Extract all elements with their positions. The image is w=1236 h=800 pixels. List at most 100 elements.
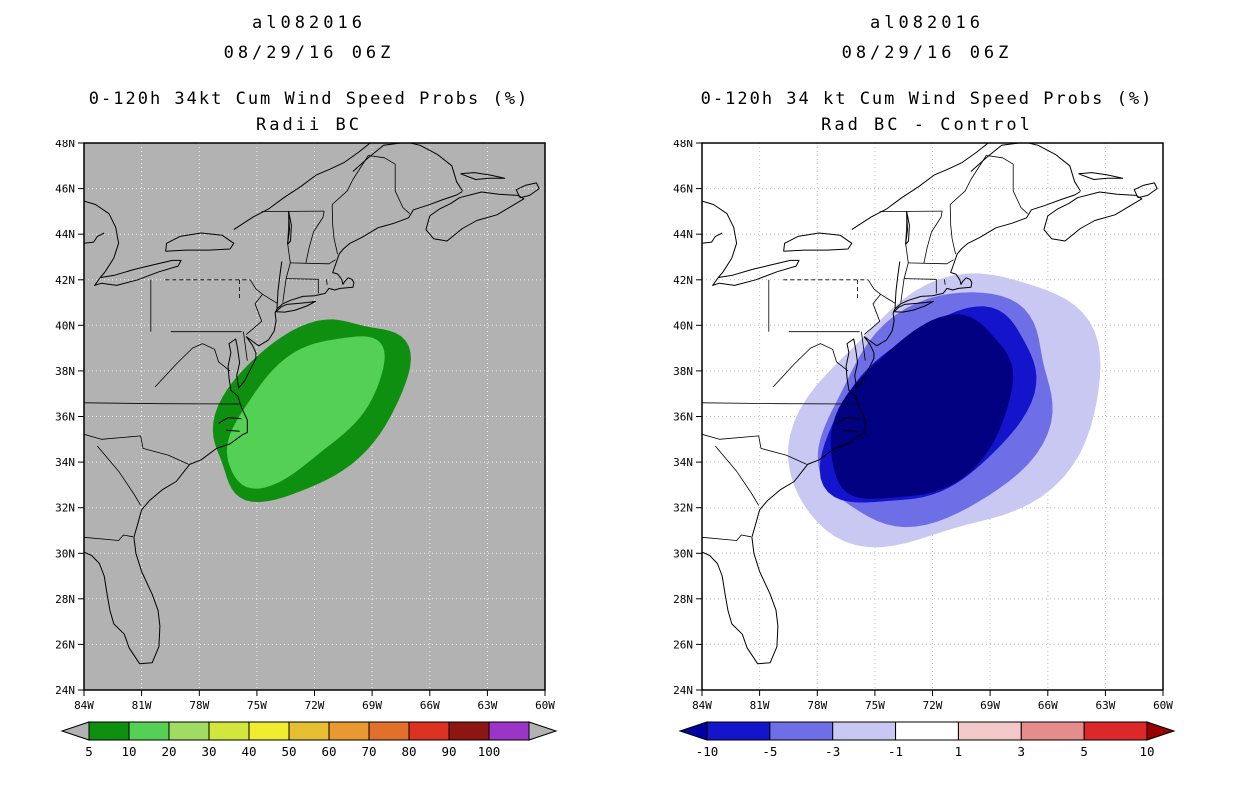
colorbar-label: 10	[1139, 744, 1154, 759]
colorbar-label: 50	[281, 744, 296, 759]
valid-time: 08/29/16 06Z	[841, 43, 1013, 63]
colorbar-cell	[128, 721, 170, 741]
colorbar-label: -10	[696, 744, 719, 759]
colorbar-label: 80	[401, 744, 416, 759]
lon-tick-label: 60W	[535, 699, 555, 712]
panel-left-header: al082016 08/29/16 06Z 0-120h 34kt Cum Wi…	[0, 0, 618, 140]
colorbar-label: -1	[888, 744, 903, 759]
colorbar-label: -5	[762, 744, 777, 759]
lat-tick-label: 26N	[673, 638, 693, 651]
lon-tick-label: 78W	[807, 699, 827, 712]
lat-tick-label: 44N	[55, 228, 75, 241]
colorbar-cell	[208, 721, 250, 741]
colorbar-label: 5	[1080, 744, 1088, 759]
panel-right-header: al082016 08/29/16 06Z 0-120h 34 kt Cum W…	[618, 0, 1236, 140]
lat-tick-label: 48N	[55, 140, 75, 150]
lat-tick-label: 32N	[673, 502, 693, 515]
lat-tick-label: 42N	[673, 274, 693, 287]
lat-tick-label: 38N	[673, 365, 693, 378]
colorbar-cell	[706, 721, 771, 741]
colorbar-cell	[1020, 721, 1085, 741]
axes: 48N 46N 44N 42N 40N 38N 36N 34N 32N 30N 28N 26N 24N 8…	[55, 140, 555, 712]
lat-tick-label: 42N	[55, 274, 75, 287]
lon-tick-label: 63W	[1095, 699, 1115, 712]
lat-tick-label: 30N	[55, 547, 75, 560]
panel-right: al082016 08/29/16 06Z 0-120h 34 kt Cum W…	[618, 0, 1236, 800]
lat-tick-label: 46N	[673, 183, 693, 196]
lat-tick-label: 24N	[673, 684, 693, 697]
chart-subtitle: Rad BC - Control	[821, 115, 1033, 135]
panel-left: al082016 08/29/16 06Z 0-120h 34kt Cum Wi…	[0, 0, 618, 759]
lon-tick-label: 60W	[1153, 699, 1173, 712]
colorbar-label: 3	[1018, 744, 1026, 759]
chart-subtitle: Radii BC	[256, 115, 362, 135]
colorbar-cell	[368, 721, 410, 741]
map: 48N 46N 44N 42N 40N 38N 36N 34N 32N 30N 28N 26N 24N 8…	[673, 140, 1173, 712]
lat-tick-label: 34N	[673, 456, 693, 469]
colorbar-cell	[769, 721, 834, 741]
colorbar-label: 40	[241, 744, 256, 759]
colorbar-cell	[957, 721, 1022, 741]
colorbar-arrow-right	[528, 721, 558, 741]
lat-tick-label: 36N	[673, 411, 693, 424]
colorbar-label: 30	[201, 744, 216, 759]
colorbar-label: 10	[121, 744, 136, 759]
lat-tick-label: 36N	[55, 411, 75, 424]
valid-time: 08/29/16 06Z	[223, 43, 395, 63]
lon-tick-label: 72W	[923, 699, 943, 712]
lon-tick-label: 63W	[477, 699, 497, 712]
colorbar: -10 -5 -3 -1 1 3 5 10	[678, 721, 1176, 759]
map: 48N 46N 44N 42N 40N 38N 36N 34N 32N 30N 28N 26N 24N 8…	[55, 140, 555, 712]
colorbar: 5 10 20 30 40 50 60 70 80 90 100	[60, 721, 558, 759]
coastlines	[702, 143, 1158, 665]
lon-tick-label: 81W	[750, 699, 770, 712]
prob-contour-level-10	[226, 336, 385, 489]
colorbar-arrow-right	[1146, 721, 1176, 741]
axes: 48N 46N 44N 42N 40N 38N 36N 34N 32N 30N 28N 26N 24N 8…	[673, 140, 1173, 712]
lon-tick-label: 81W	[132, 699, 152, 712]
lon-tick-label: 66W	[1038, 699, 1058, 712]
colorbar-cell	[288, 721, 330, 741]
colorbar-label: 5	[85, 744, 93, 759]
colorbar-cell	[328, 721, 370, 741]
storm-id: al082016	[252, 13, 366, 33]
lat-tick-label: 24N	[55, 684, 75, 697]
prob-contour-level--10	[830, 314, 1014, 499]
chart-title: 0-120h 34kt Cum Wind Speed Probs (%)	[88, 89, 530, 109]
colorbar-arrow-left	[678, 721, 708, 741]
lon-tick-label: 69W	[980, 699, 1000, 712]
lat-tick-label: 28N	[673, 593, 693, 606]
coastlines	[84, 143, 540, 665]
lat-tick-label: 44N	[673, 228, 693, 241]
colorbar-label: 20	[161, 744, 176, 759]
lat-tick-label: 28N	[55, 593, 75, 606]
colorbar-arrow-left	[60, 721, 90, 741]
lat-tick-label: 30N	[673, 547, 693, 560]
lon-tick-label: 69W	[362, 699, 382, 712]
grid-lines	[84, 143, 545, 690]
colorbar-label: 90	[441, 744, 456, 759]
lon-tick-label: 84W	[692, 699, 712, 712]
chart-title: 0-120h 34 kt Cum Wind Speed Probs (%)	[700, 89, 1154, 109]
lat-tick-label: 46N	[55, 183, 75, 196]
colorbar-label: -3	[825, 744, 840, 759]
colorbar-cell	[408, 721, 450, 741]
lat-tick-label: 40N	[55, 319, 75, 332]
lat-tick-label: 48N	[673, 140, 693, 150]
colorbar-cell	[248, 721, 290, 741]
lat-tick-label: 26N	[55, 638, 75, 651]
colorbar-cell	[488, 721, 530, 741]
colorbar-label: 100	[478, 744, 501, 759]
colorbar-cell	[168, 721, 210, 741]
lon-tick-label: 78W	[189, 699, 209, 712]
colorbar-cell	[832, 721, 897, 741]
lat-tick-label: 38N	[55, 365, 75, 378]
colorbar-cell	[895, 721, 959, 741]
lat-tick-label: 40N	[673, 319, 693, 332]
lon-tick-label: 75W	[865, 699, 885, 712]
storm-id: al082016	[870, 13, 984, 33]
colorbar-cell	[448, 721, 490, 741]
lon-tick-label: 72W	[305, 699, 325, 712]
colorbar-label: 70	[361, 744, 376, 759]
